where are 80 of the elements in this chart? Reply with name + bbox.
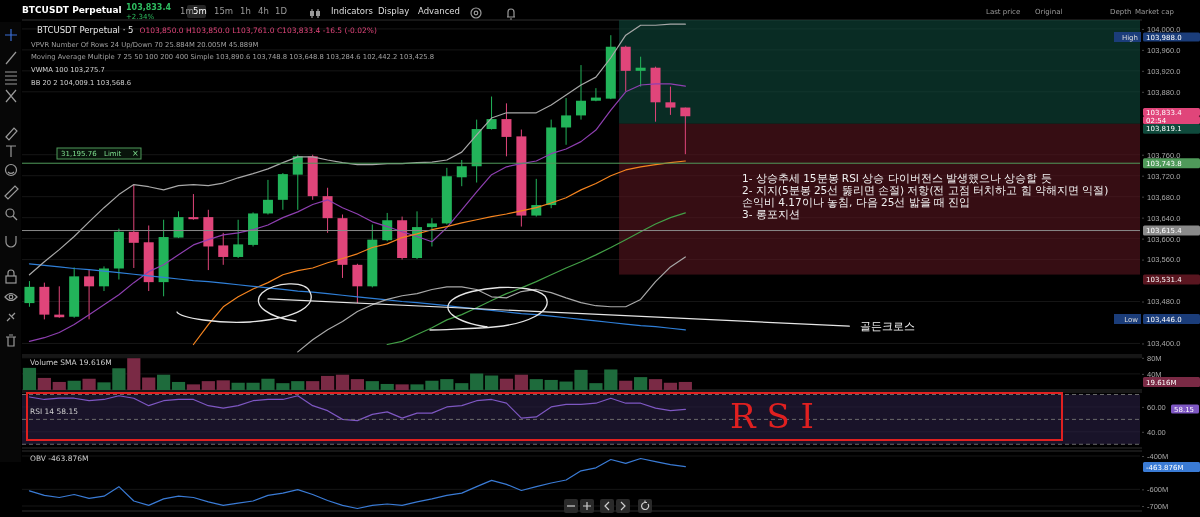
- bar: [648, 379, 663, 390]
- bar: [201, 381, 215, 390]
- bar: [142, 377, 156, 390]
- bar: [499, 378, 514, 390]
- text: BTCUSDT Perpetual · 5: [37, 25, 134, 35]
- candlestick: [84, 269, 95, 320]
- text: 4h: [258, 6, 269, 16]
- candlestick: [262, 179, 273, 215]
- bar: [395, 384, 409, 390]
- bar: [67, 380, 81, 390]
- bar: [663, 382, 678, 390]
- bar: [320, 375, 335, 390]
- candlestick: [352, 263, 363, 304]
- bar: [127, 358, 141, 390]
- bar: [470, 373, 484, 390]
- text: 103,833.4: [126, 3, 172, 12]
- bar: [216, 380, 230, 390]
- annotation: 손익비 4.17이나 놓침, 다음 25선 밟을 때 진입: [742, 196, 971, 208]
- line-series: [297, 256, 686, 353]
- text: Display: [378, 6, 410, 16]
- bar: [335, 374, 350, 390]
- candlestick: [590, 87, 601, 102]
- candlestick: [561, 97, 572, 146]
- text: BTCUSDT Perpetual: [22, 5, 122, 15]
- bar: [514, 374, 528, 390]
- text: 5m: [193, 6, 207, 16]
- bar: [291, 381, 305, 390]
- bar: [484, 375, 499, 390]
- bar: [186, 384, 201, 390]
- candlestick: [128, 184, 139, 269]
- candlestick: [531, 178, 542, 218]
- text: Advanced: [418, 6, 460, 16]
- bar: [171, 381, 186, 390]
- candlestick: [188, 193, 199, 221]
- candlestick: [322, 187, 333, 234]
- candlestick: [292, 154, 303, 211]
- text: Indicators: [331, 6, 374, 16]
- candlestick: [486, 96, 497, 131]
- bar: [350, 379, 364, 390]
- line-series: [28, 23, 686, 276]
- line-series: [192, 160, 686, 346]
- candlestick: [233, 219, 244, 259]
- candlestick: [501, 102, 512, 157]
- bar: [22, 367, 37, 390]
- line-series: [28, 457, 686, 510]
- candlestick: [98, 265, 109, 292]
- bar: [82, 378, 96, 390]
- candlestick: [456, 159, 467, 187]
- candlestick: [173, 210, 184, 239]
- bar: [678, 381, 692, 390]
- text: 15m: [214, 6, 234, 16]
- bar: [365, 381, 379, 390]
- bar: [634, 377, 648, 390]
- annotation: 골든크로스: [860, 320, 915, 332]
- candlestick: [680, 107, 691, 155]
- annotation: ×: [132, 149, 139, 158]
- candlestick: [665, 86, 676, 116]
- bar: [306, 381, 320, 390]
- bar: [455, 383, 469, 390]
- candlestick: [24, 280, 35, 308]
- candlestick: [576, 64, 586, 121]
- bar: [157, 374, 171, 390]
- bar: [37, 377, 51, 390]
- annotation: 2- 지지(5분봉 25선 뚫리면 손절) 저항(전 고점 터치하고 힘 약해지면 익절): [742, 184, 1109, 196]
- text: 1h: [240, 6, 251, 16]
- bar: [529, 379, 543, 390]
- line-series: [386, 212, 686, 346]
- annotation: R S I: [730, 396, 814, 436]
- line-series: [28, 395, 686, 422]
- candlestick: [218, 232, 229, 266]
- bar: [380, 383, 394, 390]
- text: 1D: [275, 6, 288, 16]
- text: 1m: [180, 6, 194, 16]
- bar: [52, 381, 66, 390]
- annotation: 3- 롱포지션: [742, 208, 800, 220]
- line-series: [28, 263, 686, 331]
- annotation: 1- 상승추세 15분봉 RSI 상승 다이버전스 발생했으나 상승할 듯: [742, 172, 1052, 184]
- candlestick: [426, 217, 437, 247]
- candlestick: [635, 56, 646, 88]
- bar: [619, 380, 633, 390]
